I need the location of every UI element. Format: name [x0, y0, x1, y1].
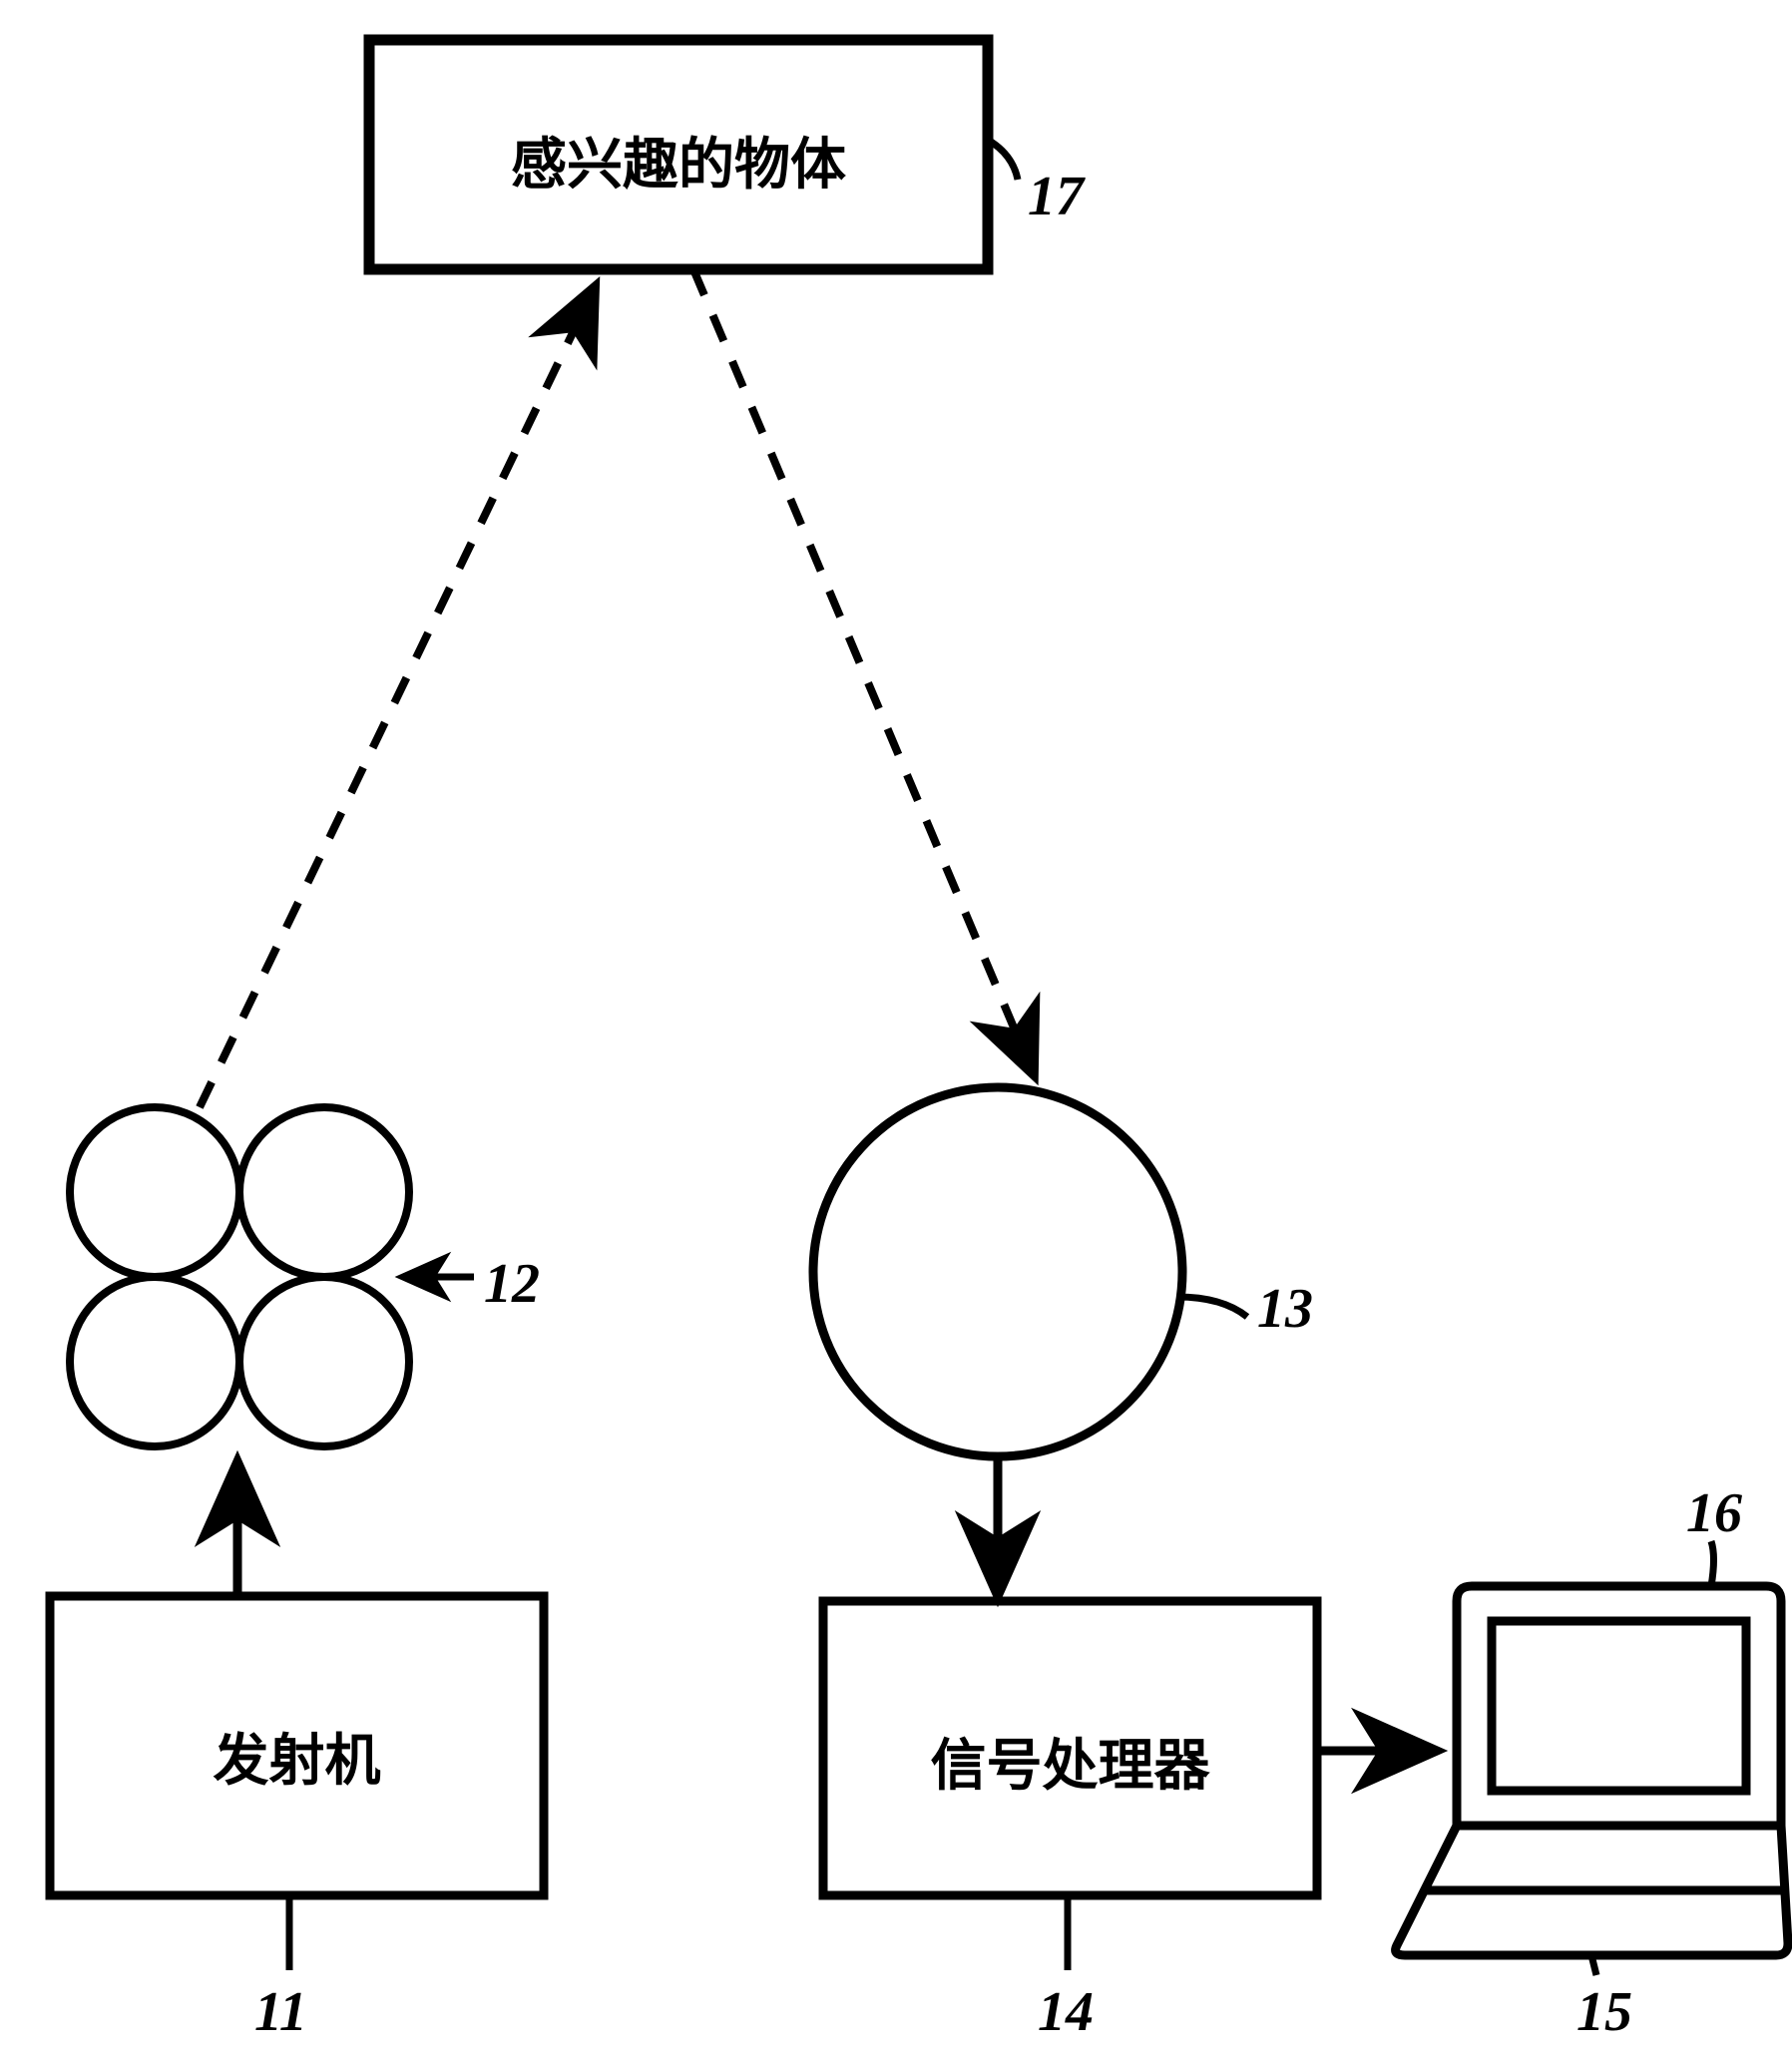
ref-leader-13: [1177, 1297, 1247, 1317]
block-diagram: 感兴趣的物体 17 发射机 11 12 13 信号处理器 14 16 15: [0, 0, 1792, 2054]
object-label: 感兴趣的物体: [369, 120, 988, 201]
ref-14: 14: [1038, 1980, 1094, 2044]
laptop: [1396, 1586, 1788, 1955]
processor-label: 信号处理器: [823, 1721, 1317, 1802]
edge-antenna-object: [200, 289, 594, 1107]
ref-11: 11: [254, 1980, 307, 2044]
ref-leader-16: [1711, 1541, 1714, 1586]
antenna-array: [70, 1107, 409, 1446]
ref-15: 15: [1576, 1980, 1632, 2044]
ref-12: 12: [484, 1252, 540, 1316]
ref-13: 13: [1257, 1277, 1313, 1341]
ref-17: 17: [1028, 165, 1084, 228]
ref-leader-15: [1591, 1955, 1596, 1975]
edge-object-receiver: [693, 269, 1033, 1072]
transmitter-label: 发射机: [50, 1716, 544, 1797]
receiver-dish: [813, 1087, 1182, 1456]
ref-16: 16: [1686, 1481, 1742, 1545]
